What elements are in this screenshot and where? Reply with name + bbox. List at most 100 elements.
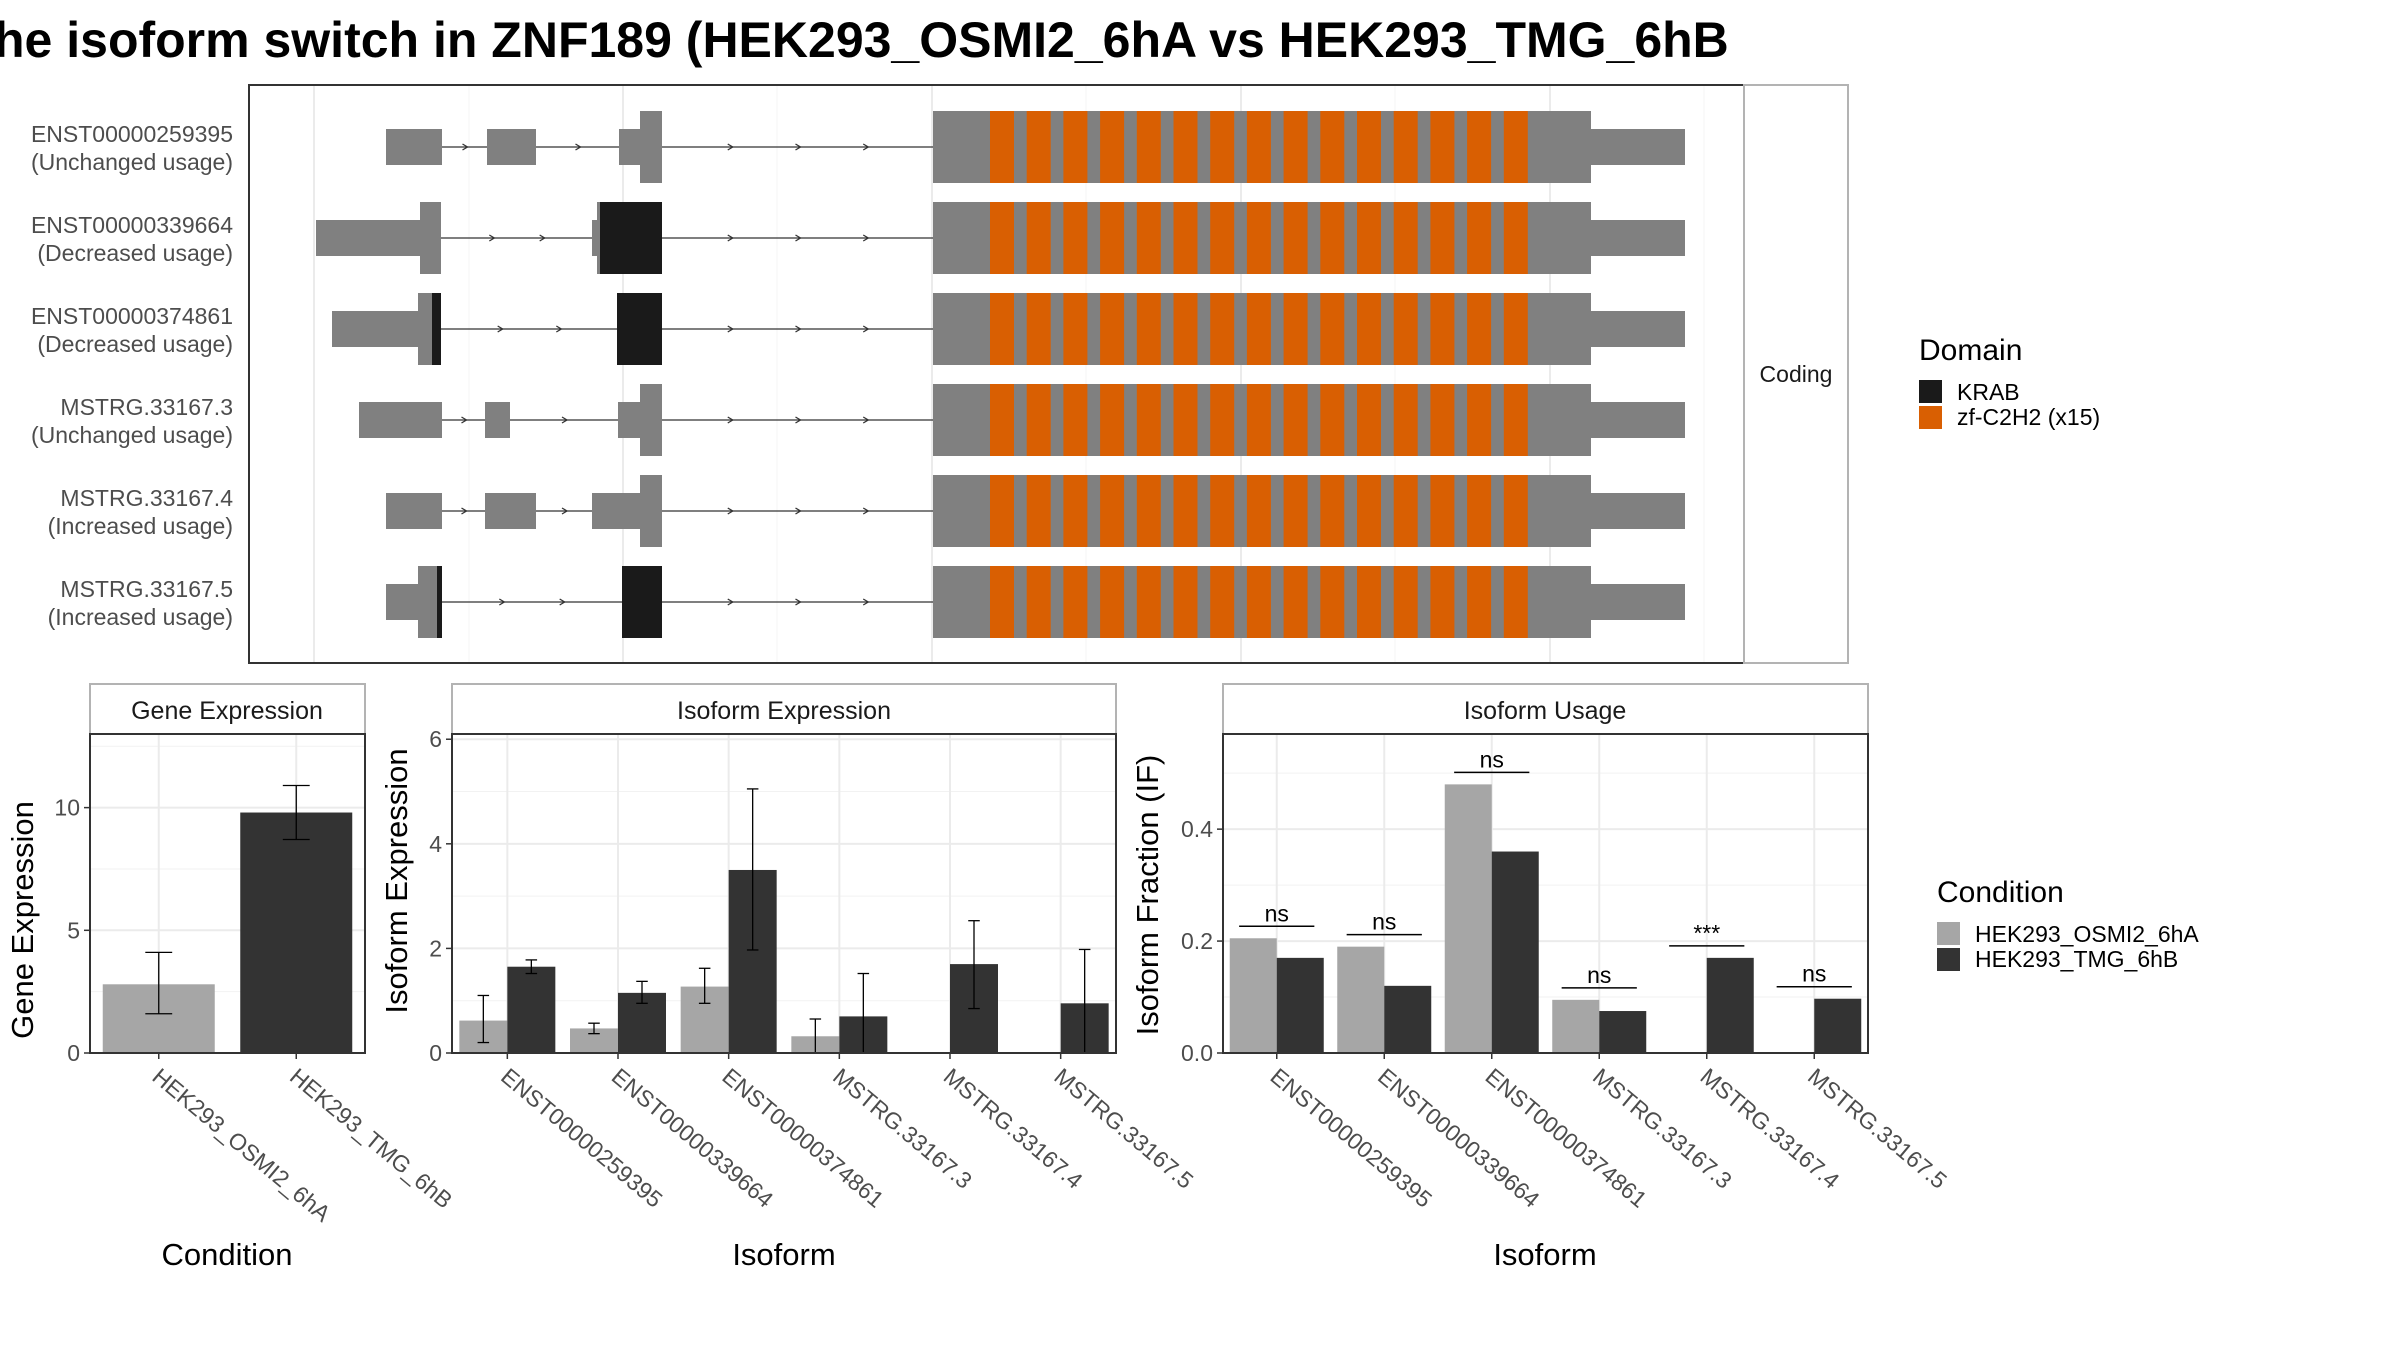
y-tick-label: 5 xyxy=(67,917,80,943)
intron-arrow xyxy=(727,416,735,424)
zf-c2h2-domain xyxy=(1100,384,1125,456)
zf-c2h2-domain xyxy=(1100,566,1125,638)
bar xyxy=(1814,998,1862,1053)
zf-c2h2-domain xyxy=(1430,475,1455,547)
intron-arrow xyxy=(461,507,468,515)
domain-legend: Domain KRAB zf-C2H2 (x15) xyxy=(1919,334,2100,430)
zf-c2h2-domain xyxy=(1210,475,1235,547)
zf-c2h2-domain xyxy=(990,475,1014,547)
zf-c2h2-domain xyxy=(1173,202,1198,274)
coding-strip xyxy=(1743,84,1849,664)
plot-border xyxy=(89,733,366,1054)
zf-c2h2-domain xyxy=(1430,566,1455,638)
utr-exon xyxy=(1591,402,1685,438)
transcript-id-label: ENST00000339664 xyxy=(31,212,233,238)
transcript-row xyxy=(316,202,1685,274)
krab-domain xyxy=(432,293,441,365)
isoform-expression-plot: 0246ENST00000259395ENST00000339664ENST00… xyxy=(429,726,1198,1213)
zf-c2h2-domain xyxy=(1063,293,1088,365)
intron-arrow xyxy=(497,325,504,333)
zf-c2h2-domain xyxy=(1246,111,1271,183)
legend-swatch-cond1 xyxy=(1937,922,1960,945)
zf-c2h2-domain xyxy=(1210,384,1235,456)
intron-arrow xyxy=(555,325,563,333)
intron-arrow xyxy=(727,234,735,242)
intron-arrow xyxy=(559,598,566,606)
transcript-id-label: ENST00000259395 xyxy=(31,121,233,147)
zf-c2h2-domain xyxy=(1026,202,1051,274)
utr-exon xyxy=(485,402,510,438)
zf-c2h2-domain xyxy=(1467,202,1492,274)
plot-border xyxy=(451,733,1117,1054)
transcript-usage-label: (Decreased usage) xyxy=(37,331,233,357)
zf-c2h2-domain xyxy=(1173,475,1198,547)
zf-c2h2-domain xyxy=(1467,293,1492,365)
transcript-id-label: MSTRG.33167.3 xyxy=(60,394,233,420)
y-tick-label: 6 xyxy=(429,726,442,752)
transcript-row xyxy=(386,475,1685,547)
bar xyxy=(240,812,353,1053)
figure-title: he isoform switch in ZNF189 (HEK293_OSMI… xyxy=(0,12,1729,68)
isoform-usage-ylabel: Isoform Fraction (IF) xyxy=(1130,755,1165,1036)
utr-exon xyxy=(1591,311,1685,347)
transcript-id-label: MSTRG.33167.4 xyxy=(60,485,233,511)
isoform-usage-plot: 0.00.20.4nsENST00000259395nsENST00000339… xyxy=(1181,733,1952,1213)
zf-c2h2-domain xyxy=(1393,293,1418,365)
zf-c2h2-domain xyxy=(1210,566,1235,638)
zf-c2h2-domain xyxy=(1026,293,1051,365)
intron-arrow xyxy=(539,234,546,242)
zf-c2h2-domain xyxy=(1320,475,1345,547)
bar xyxy=(1706,957,1754,1053)
zf-c2h2-domain xyxy=(1503,566,1528,638)
zf-c2h2-domain xyxy=(1467,475,1492,547)
zf-c2h2-domain xyxy=(1026,475,1051,547)
isoform-expression-xlabel: Isoform xyxy=(732,1237,835,1272)
intron-arrow xyxy=(795,143,802,151)
zf-c2h2-domain xyxy=(1430,202,1455,274)
krab-domain xyxy=(600,202,662,274)
intron-arrow xyxy=(862,325,870,333)
coding-exon xyxy=(418,566,441,638)
zf-c2h2-domain xyxy=(1393,202,1418,274)
zf-c2h2-domain xyxy=(1210,293,1235,365)
transcript-id-label: MSTRG.33167.5 xyxy=(60,576,233,602)
intron-arrow xyxy=(862,416,870,424)
zf-c2h2-domain xyxy=(1357,566,1381,638)
significance-label: ns xyxy=(1372,909,1396,935)
intron-arrow xyxy=(795,416,802,424)
intron-arrow xyxy=(795,325,802,333)
intron-arrow xyxy=(561,416,569,424)
intron-arrow xyxy=(462,143,469,151)
zf-c2h2-domain xyxy=(1246,566,1271,638)
bar xyxy=(1229,938,1277,1053)
transcript-row xyxy=(332,293,1685,365)
condition-legend: Condition HEK293_OSMI2_6hA HEK293_TMG_6h… xyxy=(1937,876,2199,972)
transcript-usage-label: (Increased usage) xyxy=(48,604,233,630)
y-tick-label: 0.4 xyxy=(1181,816,1213,842)
y-tick-label: 4 xyxy=(429,831,442,857)
zf-c2h2-domain xyxy=(1173,293,1198,365)
zf-c2h2-domain xyxy=(1063,111,1088,183)
legend-swatch-cond2 xyxy=(1937,948,1960,971)
intron-arrow xyxy=(727,325,735,333)
transcript-structure-panel: Coding ENST00000259395(Unchanged usage)E… xyxy=(31,84,1849,664)
zf-c2h2-domain xyxy=(1100,475,1125,547)
zf-c2h2-domain xyxy=(1503,475,1528,547)
zf-c2h2-domain xyxy=(1026,384,1051,456)
condition-legend-title: Condition xyxy=(1937,876,2064,909)
isoform-expression-ylabel: Isoform Expression xyxy=(379,748,414,1013)
utr-exon xyxy=(592,493,640,529)
isoform-usage-strip xyxy=(1222,683,1869,735)
zf-c2h2-domain xyxy=(1026,566,1051,638)
intron-arrow xyxy=(862,507,870,515)
plot-background xyxy=(452,734,1116,1053)
zf-c2h2-domain xyxy=(1320,111,1345,183)
utr-exon xyxy=(592,220,597,256)
utr-exon xyxy=(618,402,640,438)
zf-c2h2-domain xyxy=(1246,384,1271,456)
isoform-usage-title: Isoform Usage xyxy=(1464,697,1627,725)
zf-c2h2-domain xyxy=(1026,111,1051,183)
intron-arrow xyxy=(561,507,569,515)
legend-label-krab: KRAB xyxy=(1957,379,2020,405)
